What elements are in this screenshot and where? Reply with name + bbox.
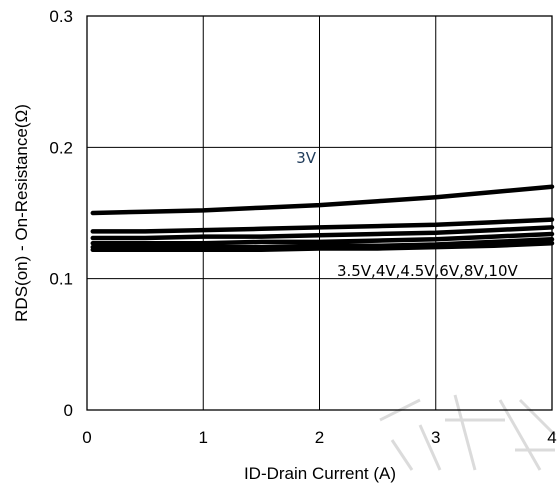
y-tick-labels: 0 0.1 0.2 0.3: [49, 7, 73, 420]
y-tick-label-0: 0: [64, 401, 73, 420]
annotation-2: 3.5V,4V,4.5V,6V,8V,10V: [337, 262, 519, 280]
series-line-4: [90, 231, 555, 246]
y-axis-label: RDS(on) - On-Resistance(Ω): [12, 104, 31, 322]
y-tick-label-3: 0.3: [49, 7, 73, 26]
annotation-1: 3V: [296, 149, 317, 167]
plot-area-border: [86, 15, 553, 411]
series-line-5: [90, 237, 555, 250]
x-tick-label-0: 0: [82, 428, 91, 447]
x-tick-label-1: 1: [199, 428, 208, 447]
x-tick-label-2: 2: [315, 428, 324, 447]
x-tick-label-3: 3: [431, 428, 440, 447]
series-line-2: [90, 217, 555, 234]
series-line-1: [90, 184, 555, 216]
y-tick-label-1: 0.1: [49, 270, 73, 289]
annotations: 3V 3.5V,4V,4.5V,6V,8V,10V: [296, 149, 518, 280]
series-line-3: [90, 225, 555, 241]
y-tick-label-2: 0.2: [49, 138, 73, 157]
x-tick-label-4: 4: [547, 428, 556, 447]
x-axis-label: ID-Drain Current (A): [244, 464, 396, 483]
series-line-6: [90, 240, 555, 253]
x-tick-labels: 0 1 2 3 4: [82, 428, 556, 447]
watermark: [379, 394, 557, 471]
series-lines: [90, 184, 555, 253]
